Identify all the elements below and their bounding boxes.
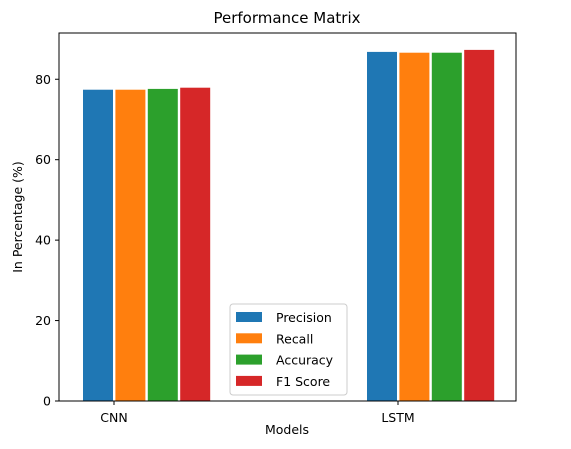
legend-swatch-precision [236,312,262,322]
bar-lstm-accuracy [432,53,462,401]
y-axis-ticks: 0 20 40 60 80 [35,72,59,409]
legend-swatch-accuracy [236,355,262,365]
bar-lstm-recall [399,53,429,401]
y-tick-label: 40 [35,233,51,248]
legend-swatch-recall [236,333,262,343]
bar-cnn-precision [83,90,113,401]
bar-lstm-precision [367,52,397,401]
bar-lstm-f1-score [464,50,494,401]
y-tick-label: 80 [35,72,51,87]
x-axis-ticks: CNN LSTM [100,401,414,425]
bar-cnn-f1-score [180,88,210,401]
legend: Precision Recall Accuracy F1 Score [230,304,347,395]
x-tick-label: CNN [100,410,127,425]
legend-label-accuracy: Accuracy [276,353,334,368]
legend-swatch-f1-score [236,376,262,386]
y-tick-label: 60 [35,152,51,167]
y-tick-label: 20 [35,313,51,328]
y-axis-label: In Percentage (%) [10,161,25,273]
legend-label-f1-score: F1 Score [276,374,330,389]
bar-cnn-recall [115,90,145,401]
chart-title: Performance Matrix [213,9,360,27]
legend-label-precision: Precision [276,310,332,325]
legend-label-recall: Recall [276,331,313,346]
bar-cnn-accuracy [148,89,178,401]
y-tick-label: 0 [43,394,51,409]
x-axis-label: Models [265,422,309,437]
x-tick-label: LSTM [381,410,414,425]
